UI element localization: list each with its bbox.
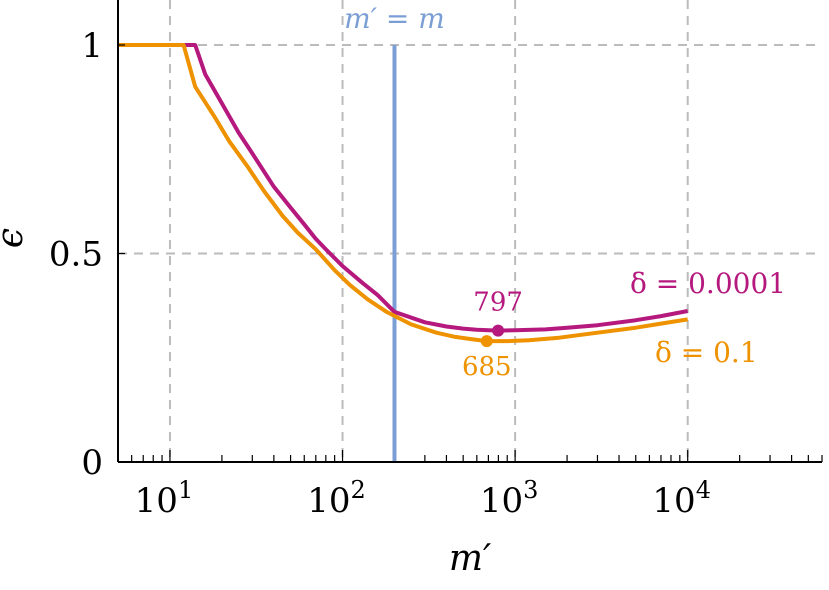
x-tick-label: 104: [652, 476, 711, 521]
x-tick-label: 101: [135, 476, 194, 521]
series-group: [118, 43, 689, 348]
min-point-0: [492, 324, 505, 337]
series-line-0: [118, 43, 689, 333]
x-axis-label: m′: [449, 538, 491, 579]
y-tick-label: 1: [81, 26, 103, 66]
y-axis-label: ϵ: [0, 228, 31, 248]
x-tick-label: 102: [307, 476, 366, 521]
series-line-1: [118, 43, 689, 344]
x-tick-label: 103: [480, 476, 539, 521]
series-label-0: δ = 0.0001: [630, 267, 786, 300]
minor-ticks: [117, 450, 823, 462]
series-label-1: δ = 0.1: [655, 336, 758, 369]
min-point-1: [480, 335, 493, 348]
axes: [117, 0, 822, 463]
y-tick-label: 0.5: [49, 235, 103, 275]
y-tick-label: 0: [81, 443, 103, 483]
min-point-label-0: 797: [473, 288, 523, 318]
min-point-label-1: 685: [462, 352, 512, 382]
reference-line-label: m′ = m: [344, 2, 445, 35]
grid: [118, 0, 822, 462]
